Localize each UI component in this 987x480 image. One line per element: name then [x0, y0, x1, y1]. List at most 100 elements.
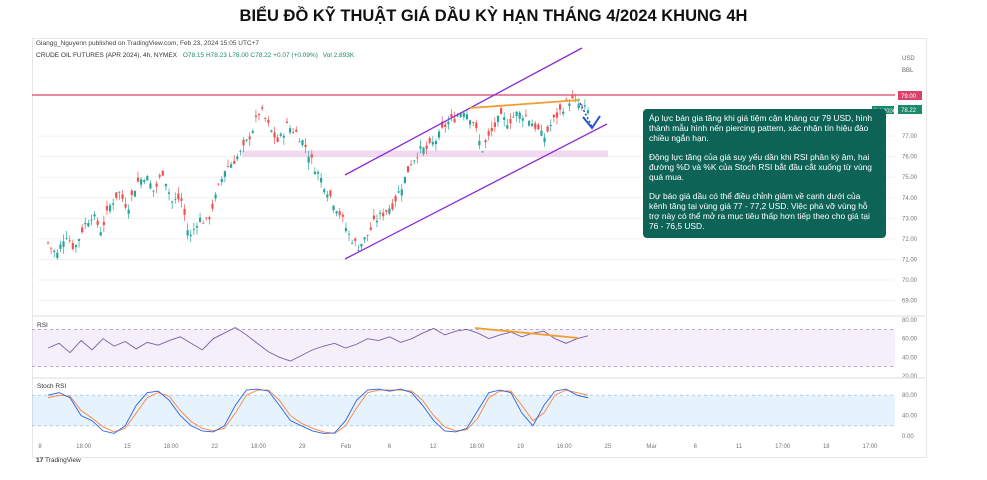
- candle-body: [121, 194, 124, 199]
- x-tick-label: 12: [430, 444, 437, 450]
- x-tick-label: 17:00: [775, 444, 791, 450]
- candle-body: [394, 195, 397, 202]
- candle-body: [416, 157, 419, 159]
- brand-label: TradingView: [44, 457, 81, 464]
- stoch-tick-label: 0.00: [902, 434, 914, 440]
- candle-body: [298, 141, 301, 143]
- stoch-tick-label: 80.00: [902, 393, 918, 399]
- candle-body: [391, 203, 394, 210]
- candle-body: [217, 183, 220, 185]
- candle-body: [74, 245, 78, 248]
- candle-body: [158, 175, 161, 177]
- candle-body: [583, 105, 586, 107]
- symbol-label[interactable]: CRUDE OIL FUTURES (APR 2024), 4h, NYMEX: [36, 52, 177, 59]
- candle-body: [357, 250, 360, 251]
- candle-body: [46, 242, 50, 244]
- rsi-title: RSI: [37, 322, 48, 329]
- candle-body: [136, 177, 140, 182]
- candle-body: [496, 115, 500, 123]
- price-tick-label: 72.00: [902, 237, 918, 243]
- candle-body: [140, 179, 143, 185]
- rsi-tick-label: 20.00: [902, 374, 918, 380]
- candle-body: [56, 252, 59, 258]
- ohlc-quote: O78.15 H78.23 L78.00 C78.22 +0.07 (+0.09…: [182, 52, 318, 59]
- candle-body: [335, 211, 338, 214]
- candle-body: [310, 154, 313, 158]
- x-tick-label: 29: [299, 444, 306, 450]
- candle-body: [552, 114, 555, 118]
- candle-body: [105, 205, 109, 211]
- resistance-tag-label: 79.00: [901, 94, 917, 100]
- stoch-band: [32, 395, 895, 426]
- candle-body: [484, 140, 487, 143]
- rsi-divergence-line: [474, 327, 579, 339]
- candle-body: [338, 211, 341, 216]
- candle-body: [292, 132, 295, 134]
- candle-body: [456, 115, 459, 117]
- candle-body: [99, 232, 102, 236]
- candle-body: [267, 119, 270, 123]
- candle-body: [540, 130, 543, 136]
- price-tick-label: 70.00: [902, 278, 918, 284]
- candle-body: [360, 243, 363, 247]
- candle-body: [118, 191, 121, 193]
- candle-body: [115, 192, 118, 198]
- x-tick-label: 18:00: [469, 444, 485, 450]
- candle-body: [363, 237, 366, 240]
- rsi-tick-label: 60.00: [902, 337, 918, 343]
- candle-body: [226, 166, 230, 167]
- x-tick-label: 18:00: [76, 444, 92, 450]
- candle-body: [146, 176, 149, 181]
- volume-label: Vol 2.893K: [322, 52, 355, 59]
- candle-body: [53, 250, 56, 252]
- candle-body: [450, 114, 453, 118]
- candle-body: [487, 131, 490, 136]
- candle-body: [459, 113, 462, 117]
- candle-body: [344, 228, 348, 232]
- candle-body: [112, 203, 115, 205]
- price-tick-label: 75.00: [902, 175, 918, 181]
- candle-body: [149, 183, 152, 189]
- candle-body: [84, 223, 87, 225]
- candle-body: [133, 190, 136, 197]
- candle-body: [441, 121, 444, 128]
- candle-body: [65, 237, 68, 239]
- candle-body: [108, 205, 112, 212]
- candle-body: [369, 227, 372, 230]
- candle-body: [354, 238, 357, 241]
- x-tick-label: 19: [517, 444, 524, 450]
- candle-body: [372, 215, 375, 220]
- candle-body: [279, 133, 282, 136]
- candle-body: [512, 116, 515, 118]
- candle-body: [251, 130, 254, 133]
- candle-body: [295, 129, 298, 132]
- candle-body: [270, 130, 273, 132]
- candle-body: [558, 104, 562, 110]
- price-tick-label: 77.00: [902, 134, 918, 140]
- candle-body: [406, 166, 410, 173]
- candle-body: [195, 226, 199, 228]
- candle-body: [428, 138, 431, 143]
- candle-body: [164, 183, 168, 187]
- candle-body: [313, 171, 316, 175]
- candle-body: [102, 221, 105, 226]
- x-tick-label: 25: [605, 444, 612, 450]
- candle-body: [465, 114, 469, 120]
- candle-body: [453, 118, 456, 123]
- candle-body: [378, 212, 382, 214]
- candle-body: [478, 140, 481, 146]
- resistance-tag: [898, 91, 922, 100]
- candle-body: [515, 111, 518, 117]
- candle-body: [90, 219, 93, 221]
- candle-body: [233, 161, 236, 164]
- candle-body: [62, 241, 65, 247]
- candle-body: [534, 123, 537, 129]
- candle-body: [410, 164, 413, 166]
- candle-body: [223, 171, 226, 177]
- candle-body: [239, 151, 242, 152]
- x-tick-label: 18:00: [164, 444, 180, 450]
- candle-body: [208, 217, 211, 220]
- candle-body: [531, 123, 534, 127]
- candle-body: [366, 234, 369, 236]
